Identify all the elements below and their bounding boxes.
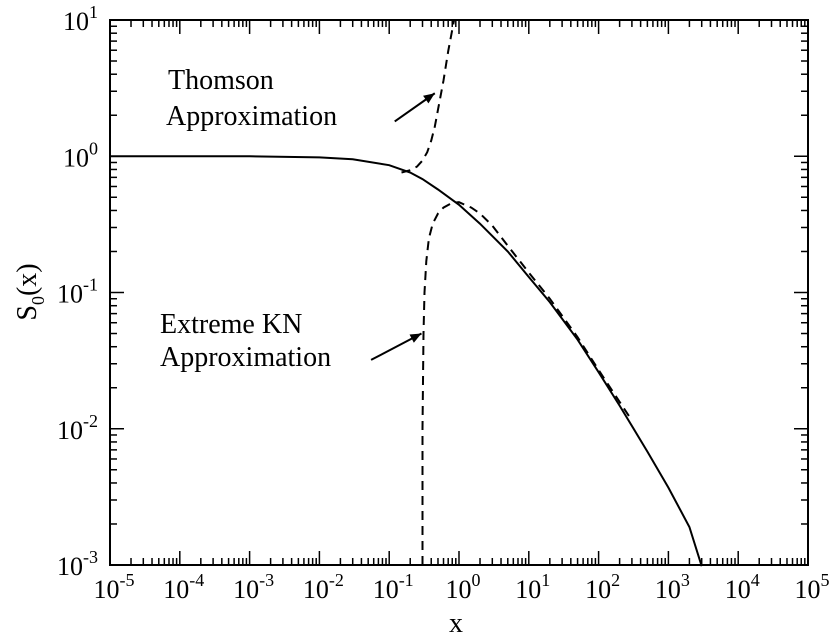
x-tick-label: 103 xyxy=(655,570,690,604)
approximation-curve-1 xyxy=(401,19,456,174)
x-tick-label: 10-1 xyxy=(373,570,414,604)
x-tick-label: 100 xyxy=(446,570,481,604)
x-tick-label: 104 xyxy=(725,570,760,604)
annotation-kn-line1: Extreme KN xyxy=(160,309,302,340)
x-tick-label: 101 xyxy=(515,570,550,604)
x-tick-label: 10-4 xyxy=(163,570,204,604)
axis-ticks xyxy=(109,19,809,566)
y-tick-label: 100 xyxy=(63,138,98,172)
exact-curve xyxy=(110,155,703,567)
x-tick-labels: 10-5 10-4 10-3 10-2 10-1 100 101 102 103 104 105 xyxy=(94,570,830,604)
annotation-arrowhead xyxy=(423,93,435,104)
annotation-arrowhead xyxy=(409,333,422,343)
annotation-arrows xyxy=(370,92,436,361)
y-tick-label: 10-3 xyxy=(57,547,98,581)
x-tick-label: 105 xyxy=(795,570,830,604)
y-axis-title: S0(x) xyxy=(12,263,48,320)
x-axis-title: x xyxy=(449,608,463,635)
x-tick-label: 10-2 xyxy=(303,570,344,604)
y-tick-label: 10-1 xyxy=(57,275,98,309)
x-tick-label: 10-3 xyxy=(233,570,274,604)
data-curves xyxy=(110,19,703,567)
y-tick-labels: 10-3 10-2 10-1 100 101 xyxy=(57,2,98,581)
annotation-thomson-line2: Approximation xyxy=(166,101,337,132)
y-tick-label: 10-2 xyxy=(57,411,98,445)
annotation-kn-line2: Approximation xyxy=(160,342,331,373)
annotation-thomson-line1: Thomson xyxy=(168,65,274,96)
x-tick-label: 10-5 xyxy=(94,570,135,604)
approximation-curve-2 xyxy=(421,201,633,565)
y-tick-label: 101 xyxy=(63,2,98,36)
x-tick-label: 102 xyxy=(585,570,620,604)
